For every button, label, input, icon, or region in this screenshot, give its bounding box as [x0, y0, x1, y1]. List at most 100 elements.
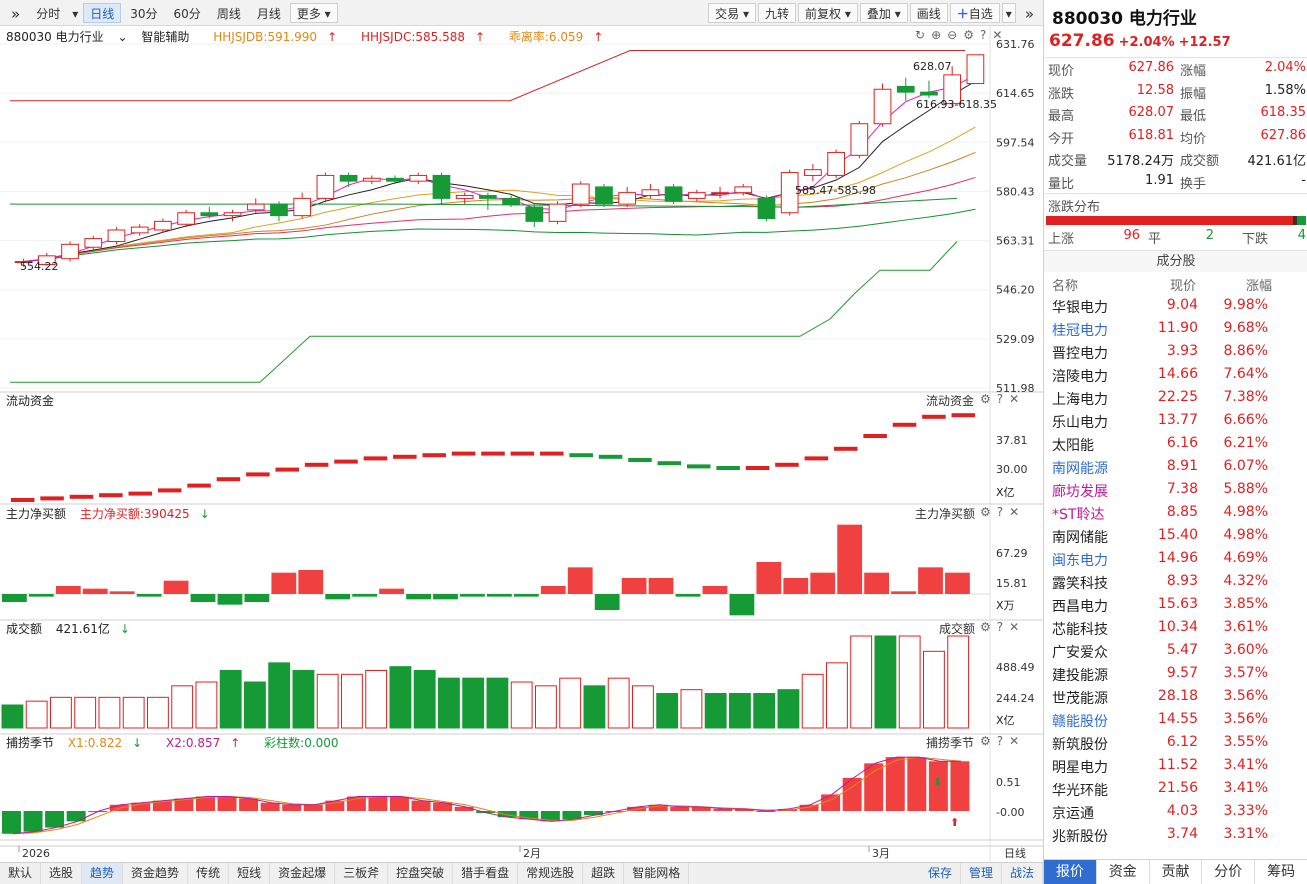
strategy-grid[interactable]: 智能网格: [624, 863, 690, 884]
close-icon[interactable]: ✕: [1009, 734, 1026, 748]
help-icon[interactable]: ?: [996, 392, 1010, 406]
constituent-row[interactable]: 京运通 4.03 3.33%: [1044, 803, 1307, 826]
smart-assist-toggle[interactable]: ⌄ 智能辅助: [117, 30, 199, 44]
nine-turn-button[interactable]: 九转: [758, 2, 797, 23]
flow-bar: [510, 451, 535, 456]
tab-minute[interactable]: 分时: [36, 6, 61, 21]
help-icon[interactable]: ?: [996, 505, 1010, 519]
strategy-classic[interactable]: 传统: [188, 863, 230, 884]
chart-canvas[interactable]: 631.76 614.65 597.54 580.43 563.31 546.20 529.…: [0, 26, 1043, 862]
more-dropdown[interactable]: 更多 ▾: [289, 2, 338, 23]
close-icon[interactable]: ✕: [1009, 620, 1026, 634]
gear-icon[interactable]: ⚙: [980, 505, 997, 519]
close-icon[interactable]: ✕: [1009, 505, 1026, 519]
tab-60min[interactable]: 60分: [173, 6, 201, 21]
stat-label: 最高: [1048, 109, 1075, 124]
constituent-row[interactable]: 华光环能 21.56 3.41%: [1044, 780, 1307, 803]
save-button[interactable]: 保存: [920, 863, 961, 884]
gear-icon[interactable]: ⚙: [980, 392, 997, 406]
constituent-row[interactable]: 闽东电力 14.96 4.69%: [1044, 550, 1307, 573]
gear-icon[interactable]: ⚙: [980, 734, 997, 748]
collapse-right-icon[interactable]: »: [1024, 4, 1034, 23]
ma-line-ma60: [23, 176, 976, 263]
tab-weekly[interactable]: 周线: [216, 6, 241, 21]
season-panel-right-title: 捕捞季节: [926, 736, 975, 750]
constituent-row[interactable]: 廊坊发展 7.38 5.88%: [1044, 481, 1307, 504]
trade-dropdown[interactable]: 交易 ▾: [708, 2, 756, 23]
minus-circle-icon[interactable]: ⊖: [947, 28, 964, 42]
strategy-regular[interactable]: 常规选股: [518, 863, 584, 884]
tab-30min[interactable]: 30分: [130, 6, 158, 21]
help-icon[interactable]: ?: [996, 734, 1010, 748]
expand-left-icon[interactable]: »: [11, 4, 21, 23]
strategy-fund-trend[interactable]: 资金趋势: [123, 863, 189, 884]
constituent-row[interactable]: 乐山电力 13.77 6.66%: [1044, 412, 1307, 435]
season-panel-controls: ⚙?✕: [980, 734, 1025, 748]
strategy-pick[interactable]: 选股: [41, 863, 83, 884]
constituent-row[interactable]: 涪陵电力 14.66 7.64%: [1044, 366, 1307, 389]
tactics-button[interactable]: 战法: [1002, 863, 1043, 884]
constituent-row[interactable]: 明星电力 11.52 3.41%: [1044, 757, 1307, 780]
constituent-row[interactable]: 世茂能源 28.18 3.56%: [1044, 688, 1307, 711]
refresh-icon[interactable]: ↻: [915, 28, 932, 42]
candle-body: [293, 197, 312, 217]
strategy-oversold[interactable]: 超跌: [583, 863, 625, 884]
tab-price-dist[interactable]: 分价: [1202, 860, 1256, 884]
close-icon[interactable]: ✕: [1009, 392, 1026, 406]
constituent-row[interactable]: 芯能科技 10.34 3.61%: [1044, 619, 1307, 642]
gear-icon[interactable]: ⚙: [963, 28, 980, 42]
constituent-row[interactable]: 新筑股份 6.12 3.55%: [1044, 734, 1307, 757]
constituent-row[interactable]: 露笑科技 8.93 4.32%: [1044, 573, 1307, 596]
chart-area[interactable]: 631.76 614.65 597.54 580.43 563.31 546.20 529.…: [0, 26, 1043, 862]
draw-button[interactable]: 画线: [909, 2, 948, 23]
strategy-hunter[interactable]: 猎手看盘: [453, 863, 519, 884]
minute-dropdown-icon[interactable]: ▾: [72, 6, 79, 21]
overlay-dropdown[interactable]: 叠加 ▾: [859, 2, 908, 23]
manage-button[interactable]: 管理: [961, 863, 1002, 884]
volume-bar: [316, 673, 339, 729]
constituent-row[interactable]: 建投能源 9.57 3.57%: [1044, 665, 1307, 688]
gear-icon[interactable]: ⚙: [980, 620, 997, 634]
constituent-row[interactable]: 南网能源 8.91 6.07%: [1044, 458, 1307, 481]
season-bar: [950, 761, 970, 811]
unit-label: X亿: [996, 714, 1015, 727]
constituent-row[interactable]: 华银电力 9.04 9.98%: [1044, 297, 1307, 320]
strategy-default[interactable]: 默认: [0, 863, 42, 884]
constituent-row[interactable]: 上海电力 22.25 7.38%: [1044, 389, 1307, 412]
flow-bar: [40, 496, 64, 501]
constituent-row[interactable]: 桂冠电力 11.90 9.68%: [1044, 320, 1307, 343]
adjust-dropdown[interactable]: 前复权 ▾: [798, 2, 858, 23]
season-bar: [842, 777, 862, 811]
support-line: [10, 241, 958, 383]
tab-funds[interactable]: 资金: [1097, 860, 1150, 884]
watchlist-dropdown-icon[interactable]: ▾: [1001, 2, 1016, 23]
help-icon[interactable]: ?: [979, 28, 993, 42]
constituent-row[interactable]: *ST聆达 8.85 4.98%: [1044, 504, 1307, 527]
watchlist-button[interactable]: ＋自选: [949, 2, 1000, 23]
vol-panel-right-title: 成交额: [939, 622, 976, 636]
help-icon[interactable]: ?: [996, 620, 1010, 634]
constituent-row[interactable]: 西昌电力 15.63 3.85%: [1044, 596, 1307, 619]
constituent-row[interactable]: 晋控电力 3.93 8.86%: [1044, 343, 1307, 366]
constituent-row[interactable]: 太阳能 6.16 6.21%: [1044, 435, 1307, 458]
tab-daily[interactable]: 日线: [83, 2, 122, 23]
tab-quote[interactable]: 报价: [1044, 860, 1097, 884]
tab-monthly[interactable]: 月线: [256, 6, 281, 21]
close-icon[interactable]: ✕: [992, 28, 1009, 42]
constituent-row[interactable]: 南网储能 15.40 4.98%: [1044, 527, 1307, 550]
strategy-trend[interactable]: 趋势: [82, 863, 124, 884]
constituent-row[interactable]: 广安爱众 5.47 3.60%: [1044, 642, 1307, 665]
constituent-row[interactable]: 赣能股份 14.55 3.56%: [1044, 711, 1307, 734]
strategy-three-axes[interactable]: 三板斧: [335, 863, 389, 884]
strategy-fund-burst[interactable]: 资金起爆: [270, 863, 336, 884]
tab-chips[interactable]: 筹码: [1255, 860, 1307, 884]
ma-line-ma120: [23, 208, 976, 263]
strategy-control[interactable]: 控盘突破: [388, 863, 454, 884]
stock-name: 乐山电力: [1052, 415, 1108, 431]
stock-name: 明星电力: [1052, 760, 1108, 776]
add-circle-icon[interactable]: ⊕: [931, 28, 948, 42]
constituent-row[interactable]: 兆新股份 3.74 3.31%: [1044, 826, 1307, 849]
strategy-short[interactable]: 短线: [229, 863, 271, 884]
tab-contribution[interactable]: 贡献: [1150, 860, 1203, 884]
stock-price: 14.66: [1157, 366, 1198, 382]
